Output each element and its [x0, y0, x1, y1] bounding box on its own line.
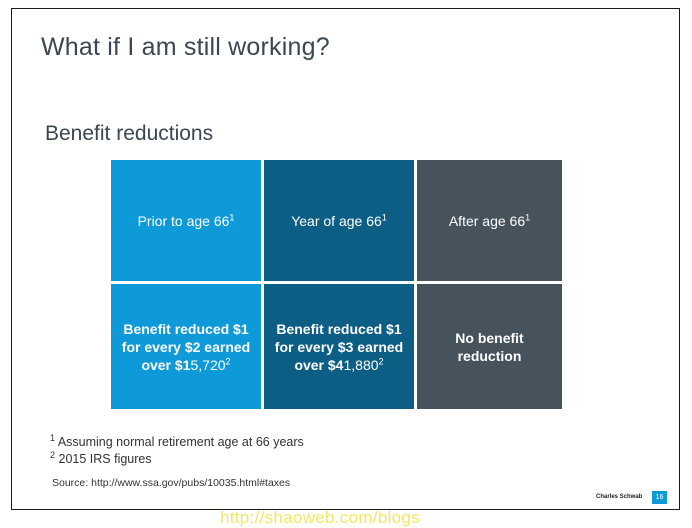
- header-year-of-66: Year of age 661: [264, 160, 414, 281]
- cell-prior-to-66: Benefit reduced $1 for every $2 earned o…: [111, 284, 261, 409]
- slide-title: What if I am still working?: [41, 33, 330, 61]
- benefit-reductions-table: Prior to age 661 Year of age 661 After a…: [111, 160, 562, 410]
- slide: What if I am still working? Benefit redu…: [11, 8, 680, 510]
- header-prior-to-66: Prior to age 661: [111, 160, 261, 281]
- cell-after-66: No benefit reduction: [417, 284, 562, 409]
- footnote-2: 2 2015 IRS figures: [50, 449, 152, 466]
- footnotes: 1 Assuming normal retirement age at 66 y…: [50, 432, 304, 468]
- page-number-badge: 16: [652, 491, 667, 504]
- cell-year-of-66: Benefit reduced $1 for every $3 earned o…: [264, 284, 414, 409]
- footnote-1: 1 Assuming normal retirement age at 66 y…: [50, 432, 304, 449]
- watermark: http://shaoweb.com/blogs: [220, 508, 420, 527]
- source-citation: Source: http://www.ssa.gov/pubs/10035.ht…: [52, 477, 291, 489]
- section-heading: Benefit reductions: [45, 122, 214, 145]
- header-after-66: After age 661: [417, 160, 562, 281]
- brand-logo: Charles Schwab: [596, 494, 643, 500]
